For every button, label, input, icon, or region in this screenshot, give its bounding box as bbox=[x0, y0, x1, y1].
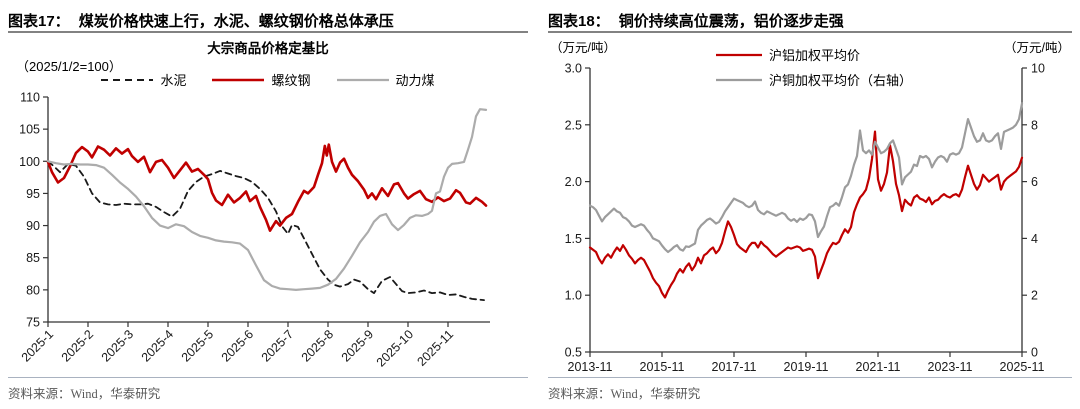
y-tick-label-left: 0.5 bbox=[565, 346, 582, 360]
chart-18-right-axis-unit: （万元/吨） bbox=[1004, 41, 1070, 55]
figure-17-source: 资料来源：Wind，华泰研究 bbox=[8, 377, 528, 402]
y-tick-label-left: 3.0 bbox=[565, 62, 582, 76]
x-tick-label: 2025-11 bbox=[1000, 360, 1045, 374]
legend-item-shfe-copper: 沪铜加权平均价（右轴） bbox=[716, 70, 912, 89]
y-tick-label-left: 1.5 bbox=[565, 232, 582, 246]
y-tick-label: 95 bbox=[26, 187, 40, 201]
x-tick-label: 2013-11 bbox=[568, 360, 613, 374]
series-line-shfe-aluminum bbox=[588, 130, 1024, 299]
chart-17-base-note: （2025/1/2=100） bbox=[16, 59, 122, 74]
legend-item-thermal-coal: 动力煤 bbox=[336, 70, 435, 89]
x-tick-label: 2025-10 bbox=[374, 327, 416, 369]
series-line-rebar bbox=[46, 143, 488, 232]
y-tick-label-left: 1.0 bbox=[565, 289, 582, 303]
x-tick-label: 2025-5 bbox=[179, 327, 216, 364]
y-tick-label-left: 2.5 bbox=[565, 118, 582, 132]
figure-18: 图表18： 铜价持续高位震荡，铝价逐步走强 （万元/吨） （万元/吨） 沪铝加权平… bbox=[548, 0, 1072, 409]
y-tick-label: 80 bbox=[26, 283, 40, 297]
figure-18-heading-title: 铜价持续高位震荡，铝价逐步走强 bbox=[618, 13, 844, 30]
legend-item-shfe-aluminum: 沪铝加权平均价 bbox=[716, 45, 912, 64]
y-tick-label: 85 bbox=[26, 251, 40, 265]
figure-17-heading-rule bbox=[8, 31, 528, 33]
legend-line-sample-thermal-coal bbox=[336, 78, 389, 81]
figure-17: 图表17： 煤炭价格快速上行，水泥、螺纹钢价格总体承压 大宗商品价格定基比 （20… bbox=[8, 0, 528, 409]
x-tick-label: 2025-1 bbox=[19, 327, 56, 364]
figure-18-source: 资料来源：Wind，华泰研究 bbox=[548, 377, 1072, 402]
x-tick-label: 2025-7 bbox=[259, 327, 296, 364]
figure-18-heading: 图表18： 铜价持续高位震荡，铝价逐步走强 bbox=[548, 10, 1072, 31]
legend-line-sample-shfe-copper bbox=[716, 78, 762, 81]
x-tick-label: 2025-4 bbox=[139, 327, 176, 364]
chart-18-legend: 沪铝加权平均价沪铜加权平均价（右轴） bbox=[716, 45, 912, 89]
y-tick-label: 75 bbox=[26, 316, 40, 330]
figure-17-heading: 图表17： 煤炭价格快速上行，水泥、螺纹钢价格总体承压 bbox=[8, 10, 528, 31]
figure-18-heading-prefix: 图表18： bbox=[548, 13, 610, 30]
x-tick-label: 2019-11 bbox=[784, 360, 829, 374]
chart-18-left-axis-unit: （万元/吨） bbox=[550, 41, 616, 55]
legend-label-shfe-copper: 沪铜加权平均价（右轴） bbox=[769, 73, 913, 88]
figure-17-heading-prefix: 图表17： bbox=[8, 13, 70, 30]
x-tick-label: 2025-2 bbox=[59, 327, 96, 364]
y-tick-label-right: 8 bbox=[1031, 118, 1038, 132]
y-tick-label: 105 bbox=[19, 123, 40, 137]
legend-line-sample-shfe-aluminum bbox=[716, 53, 762, 56]
legend-label-shfe-aluminum: 沪铝加权平均价 bbox=[769, 48, 861, 63]
x-tick-label: 2023-11 bbox=[928, 360, 973, 374]
y-tick-label-left: 2.0 bbox=[565, 175, 582, 189]
y-tick-label-right: 6 bbox=[1031, 175, 1038, 189]
x-tick-label: 2025-8 bbox=[299, 327, 336, 364]
chart-17-title: 大宗商品价格定基比 bbox=[207, 41, 329, 56]
axes bbox=[589, 68, 1023, 353]
chart-18-plot: 3.0 2.5 2.0 1.5 1.0 0.5 10 8 6 4 2 0 2013-11 2015-11 2… bbox=[565, 62, 1045, 375]
series-line-thermal-coal bbox=[46, 108, 488, 291]
figure-18-heading-rule bbox=[548, 31, 1072, 33]
legend-label-cement: 水泥 bbox=[160, 73, 187, 88]
y-tick-label: 100 bbox=[19, 155, 40, 169]
legend-line-sample-cement bbox=[101, 78, 154, 81]
y-tick-label: 90 bbox=[26, 219, 40, 233]
legend-label-thermal-coal: 动力煤 bbox=[395, 73, 435, 88]
x-tick-label: 2015-11 bbox=[640, 360, 685, 374]
legend-line-sample-rebar bbox=[212, 78, 265, 81]
x-tick-label: 2017-11 bbox=[712, 360, 757, 374]
figure-17-heading-title: 煤炭价格快速上行，水泥、螺纹钢价格总体承压 bbox=[78, 13, 394, 30]
y-tick-label-right: 2 bbox=[1031, 289, 1038, 303]
y-tick-label-right: 0 bbox=[1031, 346, 1038, 360]
x-tick-label: 2021-11 bbox=[856, 360, 901, 374]
x-tick-label: 2025-3 bbox=[99, 327, 136, 364]
axes bbox=[47, 97, 490, 323]
series-line-shfe-copper bbox=[588, 102, 1024, 254]
x-tick-label: 2025-6 bbox=[219, 327, 256, 364]
legend-item-rebar: 螺纹钢 bbox=[212, 70, 311, 89]
x-tick-label: 2025-9 bbox=[339, 327, 376, 364]
legend-label-rebar: 螺纹钢 bbox=[271, 73, 311, 88]
chart-17-legend: 水泥 螺纹钢 动力煤 bbox=[8, 70, 528, 89]
legend-item-cement: 水泥 bbox=[101, 70, 186, 89]
series-line-cement bbox=[47, 160, 485, 302]
y-tick-label-right: 4 bbox=[1031, 232, 1038, 246]
y-tick-label-right: 10 bbox=[1031, 62, 1045, 76]
x-tick-label: 2025-11 bbox=[414, 327, 456, 369]
y-tick-label: 110 bbox=[20, 91, 40, 105]
